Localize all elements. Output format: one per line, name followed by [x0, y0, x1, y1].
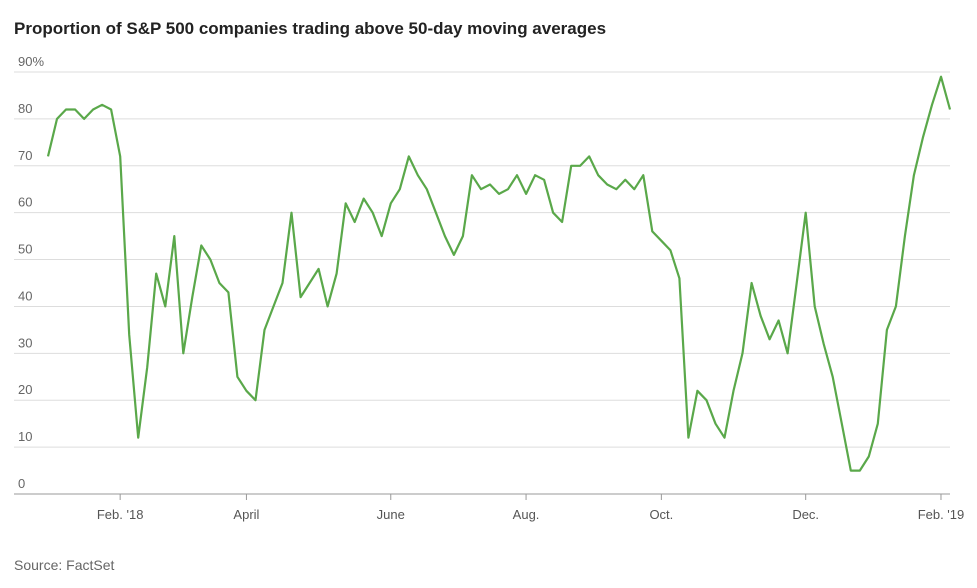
- x-tick-label: June: [377, 507, 405, 522]
- source-note: Source: FactSet: [14, 557, 114, 573]
- x-tick-label: April: [233, 507, 259, 522]
- y-tick-label: 60: [18, 195, 32, 210]
- y-tick-label: 80: [18, 101, 32, 116]
- chart-title: Proportion of S&P 500 companies trading …: [14, 19, 606, 38]
- y-tick-label: 0: [18, 476, 25, 491]
- y-tick-label: 70: [18, 148, 32, 163]
- y-tick-label: 50: [18, 242, 32, 257]
- y-tick-label: 30: [18, 335, 32, 350]
- x-tick-label: Feb. '19: [918, 507, 965, 522]
- x-tick-label: Feb. '18: [97, 507, 144, 522]
- data-line: [46, 75, 952, 472]
- y-tick-label: 90%: [18, 54, 44, 69]
- x-tick-label: Dec.: [792, 507, 819, 522]
- y-tick-label: 10: [18, 429, 32, 444]
- x-tick-label: Aug.: [513, 507, 540, 522]
- y-tick-label: 40: [18, 288, 32, 303]
- y-tick-label: 20: [18, 382, 32, 397]
- x-tick-label: Oct.: [649, 507, 673, 522]
